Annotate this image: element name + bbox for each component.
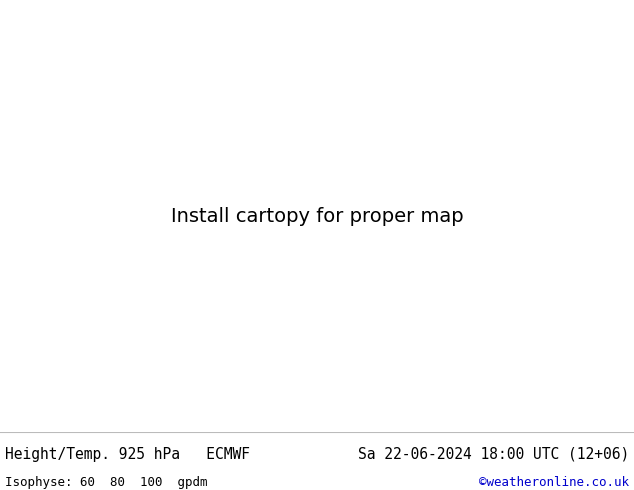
Text: Sa 22-06-2024 18:00 UTC (12+06): Sa 22-06-2024 18:00 UTC (12+06) [358,446,629,462]
Text: Install cartopy for proper map: Install cartopy for proper map [171,206,463,225]
Text: Height/Temp. 925 hPa   ECMWF: Height/Temp. 925 hPa ECMWF [5,446,250,462]
Text: Isophyse: 60  80  100  gpdm: Isophyse: 60 80 100 gpdm [5,475,207,489]
Text: ©weatheronline.co.uk: ©weatheronline.co.uk [479,475,629,489]
